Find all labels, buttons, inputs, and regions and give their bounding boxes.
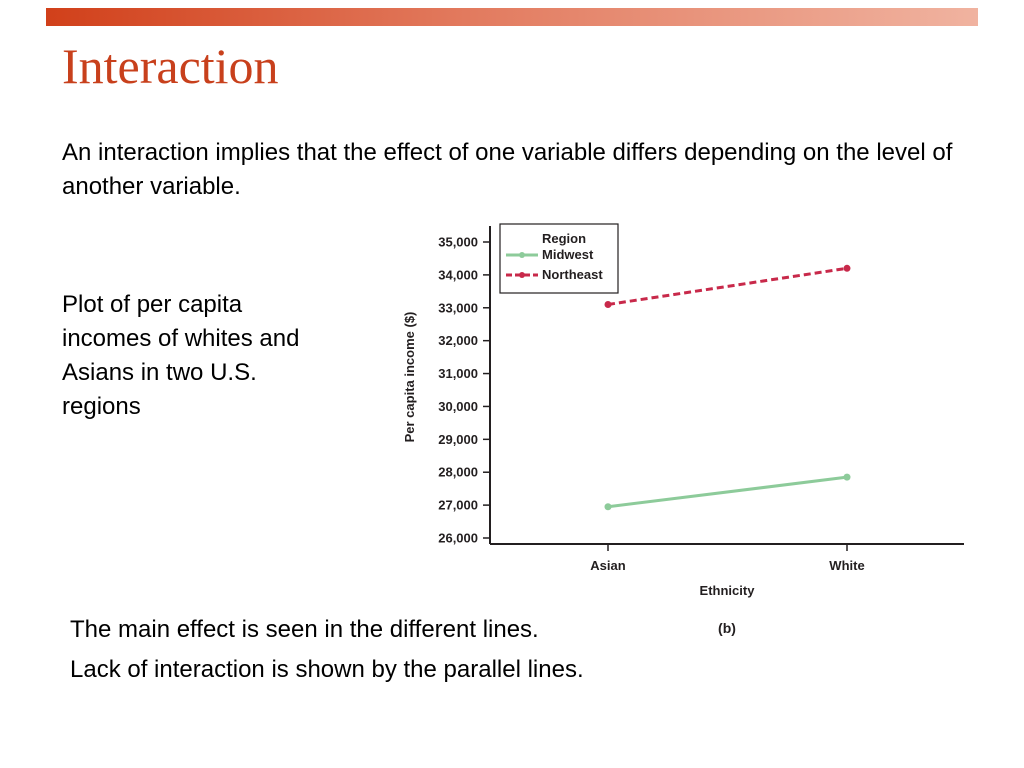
x-tick-label: White	[829, 558, 864, 573]
y-tick-label: 35,000	[438, 235, 478, 250]
bullet-main-effect: The main effect is seen in the different…	[70, 616, 539, 643]
y-axis-title: Per capita income ($)	[402, 312, 417, 443]
chart-canvas: 26,000 27,000 28,000 29,000 30,000 31,000 32,0…	[402, 223, 964, 636]
data-point-midwest	[604, 503, 612, 511]
intro-text: An interaction implies that the effect o…	[62, 139, 953, 200]
x-axis-title: Ethnicity	[700, 583, 756, 598]
legend-title: Region	[542, 231, 586, 246]
y-tick-label: 30,000	[438, 399, 478, 414]
legend-entry-midwest: Midwest	[542, 247, 594, 262]
y-tick-label: 27,000	[438, 498, 478, 513]
slide-title: Interaction	[62, 38, 279, 94]
series-line-midwest	[607, 475, 848, 509]
data-point-northeast	[604, 300, 612, 308]
legend-marker-midwest	[519, 252, 525, 258]
y-tick-label: 28,000	[438, 465, 478, 480]
bullet-no-interaction: Lack of interaction is shown by the para…	[70, 656, 584, 683]
data-point-northeast	[843, 264, 851, 272]
y-tick-label: 33,000	[438, 300, 478, 315]
panel-label: (b)	[718, 620, 736, 636]
y-tick-label: 34,000	[438, 267, 478, 282]
income-interaction-chart: 26,000 27,000 28,000 29,000 30,000 31,000 32,0…	[392, 218, 974, 638]
chart-description: Plot of per capita incomes of whites and…	[62, 291, 300, 420]
legend-marker-northeast	[519, 272, 525, 278]
y-tick-label: 26,000	[438, 531, 478, 546]
x-tick-label: Asian	[590, 558, 625, 573]
header-accent-bar	[46, 8, 978, 26]
series-line-northeast	[607, 266, 848, 306]
legend-box	[499, 223, 619, 294]
legend-entry-northeast: Northeast	[542, 267, 603, 282]
y-tick-label: 29,000	[438, 432, 478, 447]
data-point-midwest	[843, 473, 851, 481]
y-tick-label: 32,000	[438, 333, 478, 348]
y-tick-label: 31,000	[438, 366, 478, 381]
